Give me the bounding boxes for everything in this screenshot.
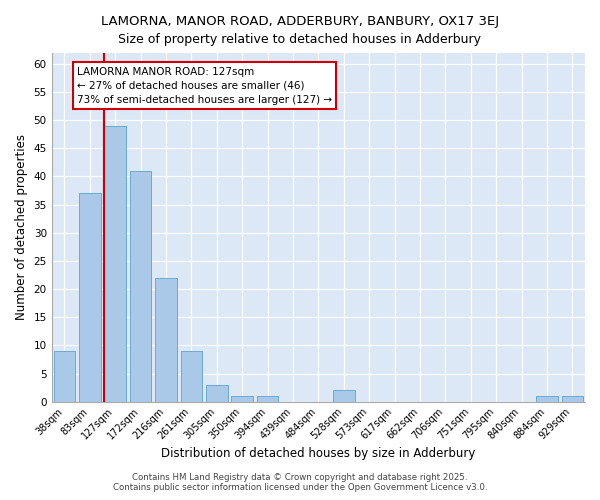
Text: LAMORNA, MANOR ROAD, ADDERBURY, BANBURY, OX17 3EJ: LAMORNA, MANOR ROAD, ADDERBURY, BANBURY,… [101,15,499,28]
Bar [79,194,101,402]
Bar [232,396,253,402]
Text: LAMORNA MANOR ROAD: 127sqm
← 27% of detached houses are smaller (46)
73% of semi: LAMORNA MANOR ROAD: 127sqm ← 27% of deta… [77,66,332,104]
Text: Contains HM Land Registry data © Crown copyright and database right 2025.
Contai: Contains HM Land Registry data © Crown c… [113,473,487,492]
Bar [333,390,355,402]
Y-axis label: Number of detached properties: Number of detached properties [15,134,28,320]
Bar [562,396,583,402]
Bar [130,171,151,402]
Bar [181,351,202,402]
Bar [53,351,75,402]
Text: Size of property relative to detached houses in Adderbury: Size of property relative to detached ho… [119,32,482,46]
Bar [155,278,177,402]
Bar [206,385,227,402]
Bar [104,126,126,402]
X-axis label: Distribution of detached houses by size in Adderbury: Distribution of detached houses by size … [161,447,476,460]
Bar [536,396,557,402]
Bar [257,396,278,402]
